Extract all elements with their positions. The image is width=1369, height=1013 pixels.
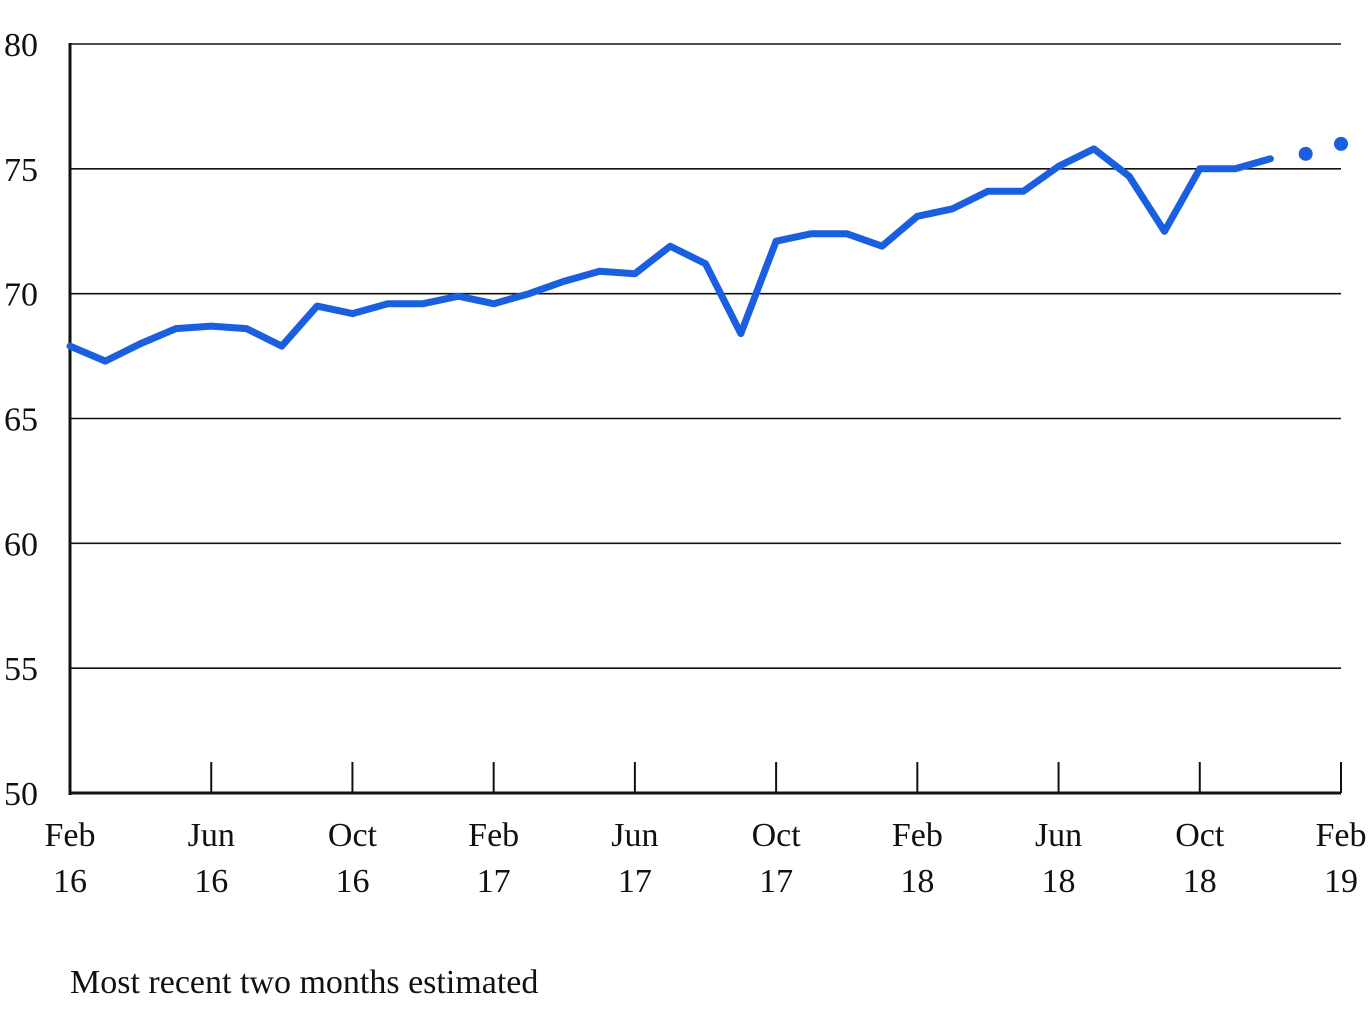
x-tick-label-year: 18 xyxy=(900,863,934,900)
y-tick-label: 60 xyxy=(4,526,38,563)
y-axis-tick-labels: 50 55 60 65 70 75 80 xyxy=(4,27,38,813)
x-tick-label-month: Feb xyxy=(45,817,96,854)
x-tick-label-year: 18 xyxy=(1183,863,1217,900)
x-tick-label-year: 17 xyxy=(618,863,652,900)
x-tick-label-year: 16 xyxy=(335,863,369,900)
series-line xyxy=(66,145,1274,365)
series-line-group xyxy=(66,136,1348,365)
x-tick-label-year: 17 xyxy=(477,863,511,900)
line-chart: 50 55 60 65 70 75 80 Feb 16 Jun 16 Oct 16 Feb 17 Jun 17… xyxy=(4,27,1367,900)
x-tick-label-month: Oct xyxy=(328,817,378,854)
x-tick-label-year: 18 xyxy=(1042,863,1076,900)
estimate-footnote: Most recent two months estimated xyxy=(70,964,539,1001)
x-tick-label-month: Oct xyxy=(1175,817,1225,854)
x-tick-label-year: 16 xyxy=(53,863,87,900)
y-tick-label: 75 xyxy=(4,152,38,189)
x-tick-label-year: 19 xyxy=(1324,863,1358,900)
y-tick-label: 50 xyxy=(4,776,38,813)
x-tick-label-month: Oct xyxy=(752,817,802,854)
estimated-point xyxy=(1334,136,1348,151)
x-tick-label-month: Jun xyxy=(611,817,658,854)
x-tick-label-month: Jun xyxy=(1035,817,1082,854)
x-tick-label-year: 17 xyxy=(759,863,793,900)
x-tick-label-year: 16 xyxy=(194,863,228,900)
y-tick-label: 65 xyxy=(4,402,38,439)
x-tick-label-month: Feb xyxy=(1316,817,1367,854)
estimated-point xyxy=(1298,146,1313,161)
y-tick-label: 55 xyxy=(4,651,38,688)
x-tick-label-month: Feb xyxy=(892,817,943,854)
y-tick-label: 80 xyxy=(4,27,38,64)
gridlines xyxy=(70,43,1341,669)
y-tick-label: 70 xyxy=(4,277,38,314)
x-tick-label-month: Jun xyxy=(188,817,235,854)
x-tick-label-month: Feb xyxy=(468,817,519,854)
x-axis-ticks: Feb 16 Jun 16 Oct 16 Feb 17 Jun 17 Oct 17 Feb 18 Jun 18… xyxy=(45,762,1367,900)
axes xyxy=(68,43,1341,795)
